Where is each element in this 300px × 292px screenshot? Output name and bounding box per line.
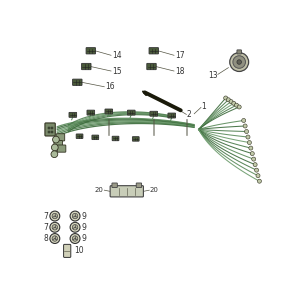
FancyBboxPatch shape bbox=[56, 134, 65, 141]
Circle shape bbox=[70, 234, 80, 244]
FancyBboxPatch shape bbox=[54, 140, 62, 148]
Circle shape bbox=[252, 157, 256, 161]
Circle shape bbox=[248, 140, 251, 145]
Circle shape bbox=[253, 163, 257, 167]
Circle shape bbox=[52, 136, 59, 143]
Text: 14: 14 bbox=[112, 51, 122, 60]
Circle shape bbox=[72, 225, 78, 230]
FancyBboxPatch shape bbox=[92, 135, 99, 140]
FancyBboxPatch shape bbox=[168, 113, 176, 118]
Text: 17: 17 bbox=[175, 51, 185, 60]
Circle shape bbox=[50, 211, 60, 221]
FancyBboxPatch shape bbox=[82, 63, 91, 70]
Circle shape bbox=[254, 168, 259, 172]
Text: 1: 1 bbox=[201, 102, 206, 112]
Circle shape bbox=[51, 144, 58, 151]
FancyBboxPatch shape bbox=[132, 137, 139, 141]
FancyBboxPatch shape bbox=[76, 134, 83, 138]
FancyBboxPatch shape bbox=[86, 48, 95, 54]
Text: 20: 20 bbox=[95, 187, 103, 193]
Text: 7: 7 bbox=[44, 223, 49, 232]
FancyBboxPatch shape bbox=[110, 186, 143, 197]
Circle shape bbox=[52, 225, 58, 230]
Bar bbox=[51, 126, 53, 129]
Circle shape bbox=[226, 98, 230, 102]
FancyBboxPatch shape bbox=[87, 110, 94, 115]
Text: 8: 8 bbox=[44, 234, 49, 243]
Circle shape bbox=[229, 100, 233, 104]
Circle shape bbox=[72, 213, 78, 219]
Circle shape bbox=[237, 60, 242, 64]
Circle shape bbox=[233, 56, 245, 68]
FancyBboxPatch shape bbox=[64, 244, 71, 258]
FancyBboxPatch shape bbox=[57, 145, 66, 152]
Text: 7: 7 bbox=[44, 211, 49, 220]
Circle shape bbox=[256, 174, 260, 178]
Bar bbox=[48, 126, 50, 129]
Text: 9: 9 bbox=[81, 234, 86, 243]
Circle shape bbox=[50, 234, 60, 244]
FancyBboxPatch shape bbox=[45, 123, 55, 136]
Text: 2: 2 bbox=[187, 110, 191, 119]
FancyBboxPatch shape bbox=[112, 183, 117, 187]
Text: 16: 16 bbox=[105, 82, 115, 91]
Circle shape bbox=[246, 135, 250, 139]
Bar bbox=[48, 131, 50, 133]
FancyBboxPatch shape bbox=[112, 136, 119, 141]
FancyBboxPatch shape bbox=[136, 183, 142, 187]
Circle shape bbox=[257, 179, 261, 183]
FancyBboxPatch shape bbox=[237, 50, 242, 54]
Text: 9: 9 bbox=[81, 211, 86, 220]
Text: 20: 20 bbox=[150, 187, 159, 193]
Circle shape bbox=[232, 101, 236, 105]
Text: 15: 15 bbox=[112, 67, 122, 76]
FancyBboxPatch shape bbox=[147, 63, 156, 70]
Text: 13: 13 bbox=[208, 71, 218, 80]
FancyBboxPatch shape bbox=[149, 48, 158, 54]
FancyBboxPatch shape bbox=[105, 109, 112, 114]
Circle shape bbox=[72, 236, 78, 241]
Circle shape bbox=[50, 222, 60, 232]
Circle shape bbox=[242, 119, 246, 123]
Circle shape bbox=[237, 105, 241, 109]
Circle shape bbox=[70, 222, 80, 232]
Circle shape bbox=[244, 129, 249, 133]
Circle shape bbox=[52, 213, 58, 219]
FancyBboxPatch shape bbox=[128, 110, 135, 115]
FancyBboxPatch shape bbox=[73, 79, 82, 85]
Text: 10: 10 bbox=[74, 246, 84, 256]
Circle shape bbox=[249, 146, 253, 150]
Circle shape bbox=[250, 152, 254, 156]
Circle shape bbox=[243, 124, 247, 128]
Text: 9: 9 bbox=[81, 223, 86, 232]
FancyBboxPatch shape bbox=[150, 111, 158, 116]
Circle shape bbox=[70, 211, 80, 221]
FancyBboxPatch shape bbox=[69, 112, 76, 117]
Text: 18: 18 bbox=[175, 67, 184, 76]
Bar bbox=[51, 131, 53, 133]
Circle shape bbox=[230, 53, 249, 72]
Circle shape bbox=[224, 96, 228, 100]
Circle shape bbox=[51, 151, 58, 158]
Circle shape bbox=[235, 103, 239, 107]
Circle shape bbox=[52, 236, 58, 241]
